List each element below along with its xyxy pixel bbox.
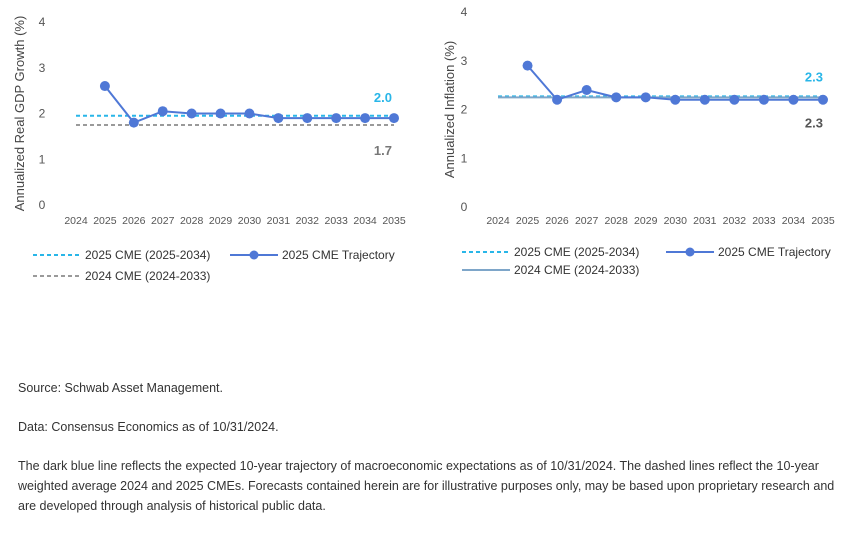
inflation-chart: Annualized Inflation (%) 0 1 2 3 4 2024 2025 202… <box>442 5 835 277</box>
trajectory-point <box>157 106 168 117</box>
x-tick-label: 2035 <box>382 215 406 227</box>
legend-item: 2024 CME (2024-2033) <box>462 263 639 277</box>
x-tick-label: 2035 <box>811 215 835 227</box>
y-tick-label: 2 <box>39 107 46 121</box>
x-tick-label: 2034 <box>353 215 377 227</box>
trajectory-point <box>99 81 110 92</box>
legend-item: 2025 CME (2025-2034) <box>462 245 639 259</box>
legend-label: 2025 CME Trajectory <box>282 248 395 262</box>
y-tick-label: 3 <box>39 61 46 75</box>
trajectory-point <box>128 117 139 128</box>
x-tick-label: 2028 <box>605 215 629 227</box>
legend-label: 2025 CME (2025-2034) <box>85 248 210 262</box>
legend-label: 2024 CME (2024-2033) <box>85 269 210 283</box>
y-tick-label: 4 <box>461 5 468 19</box>
legend-label: 2025 CME Trajectory <box>718 245 831 259</box>
legend-item: 2025 CME Trajectory <box>666 245 831 259</box>
x-tick-label: 2026 <box>545 215 569 227</box>
y-axis-label: Annualized Inflation (%) <box>442 41 457 178</box>
trajectory-point <box>552 94 563 105</box>
trajectory-point <box>818 94 828 105</box>
x-tick-label: 2031 <box>693 215 717 227</box>
trajectory-point <box>640 92 651 103</box>
x-tick-label: 2027 <box>151 215 175 227</box>
trajectory-point <box>670 94 681 105</box>
x-tick-label: 2025 <box>516 215 540 227</box>
data-note: Data: Consensus Economics as of 10/31/20… <box>18 420 279 434</box>
x-tick-label: 2025 <box>93 215 117 227</box>
description-note: The dark blue line reflects the expected… <box>18 459 835 513</box>
trajectory-point <box>215 108 226 119</box>
trajectory-point <box>331 113 342 124</box>
x-tick-label: 2027 <box>575 215 599 227</box>
trajectory-point <box>581 85 592 95</box>
chart-notes: Source: Schwab Asset Management. Data: C… <box>18 378 848 535</box>
x-tick-label: 2030 <box>238 215 262 227</box>
x-tick-label: 2032 <box>296 215 320 227</box>
y-tick-label: 1 <box>461 151 468 165</box>
y-tick-label: 0 <box>461 200 468 214</box>
x-tick-label: 2024 <box>486 215 510 227</box>
trajectory-point <box>699 94 710 105</box>
end-value-label: 1.7 <box>374 143 392 158</box>
x-tick-label: 2032 <box>723 215 747 227</box>
x-tick-label: 2029 <box>209 215 233 227</box>
x-tick-label: 2024 <box>64 215 88 227</box>
y-tick-label: 1 <box>39 152 46 166</box>
legend-marker <box>249 250 259 260</box>
trajectory-point <box>522 60 533 71</box>
y-axis-label: Annualized Real GDP Growth (%) <box>12 16 27 212</box>
trajectory-point <box>273 113 284 124</box>
end-value-label: 2.3 <box>805 115 823 130</box>
y-tick-label: 2 <box>461 103 468 117</box>
y-tick-label: 3 <box>461 54 468 68</box>
x-tick-label: 2029 <box>634 215 658 227</box>
legend-marker <box>685 247 695 257</box>
trajectory-line <box>526 64 823 101</box>
x-tick-label: 2031 <box>267 215 291 227</box>
y-tick-label: 0 <box>39 198 46 212</box>
trajectory-point <box>611 92 622 103</box>
trajectory-point <box>360 113 371 124</box>
trajectory-point <box>788 94 799 105</box>
source-note: Source: Schwab Asset Management. <box>18 381 223 395</box>
x-tick-label: 2028 <box>180 215 204 227</box>
trajectory-point <box>729 94 740 105</box>
end-value-label: 2.0 <box>374 90 392 105</box>
x-tick-label: 2033 <box>325 215 349 227</box>
x-tick-label: 2033 <box>752 215 776 227</box>
gdp-growth-chart: Annualized Real GDP Growth (%) 0 1 2 3 4 2024 2… <box>12 15 406 283</box>
trajectory-point <box>389 113 399 124</box>
legend-item: 2025 CME (2025-2034) <box>33 248 210 262</box>
trajectory-point <box>244 108 255 119</box>
legend-label: 2024 CME (2024-2033) <box>514 263 639 277</box>
x-tick-label: 2026 <box>122 215 146 227</box>
x-tick-label: 2034 <box>782 215 806 227</box>
legend-label: 2025 CME (2025-2034) <box>514 245 639 259</box>
legend-item: 2024 CME (2024-2033) <box>33 269 210 283</box>
y-tick-label: 4 <box>39 15 46 29</box>
trajectory-point <box>758 94 769 105</box>
trajectory-point <box>302 113 313 124</box>
x-tick-label: 2030 <box>664 215 688 227</box>
end-value-label: 2.3 <box>805 69 823 84</box>
legend-item: 2025 CME Trajectory <box>230 248 395 262</box>
trajectory-point <box>186 108 197 119</box>
